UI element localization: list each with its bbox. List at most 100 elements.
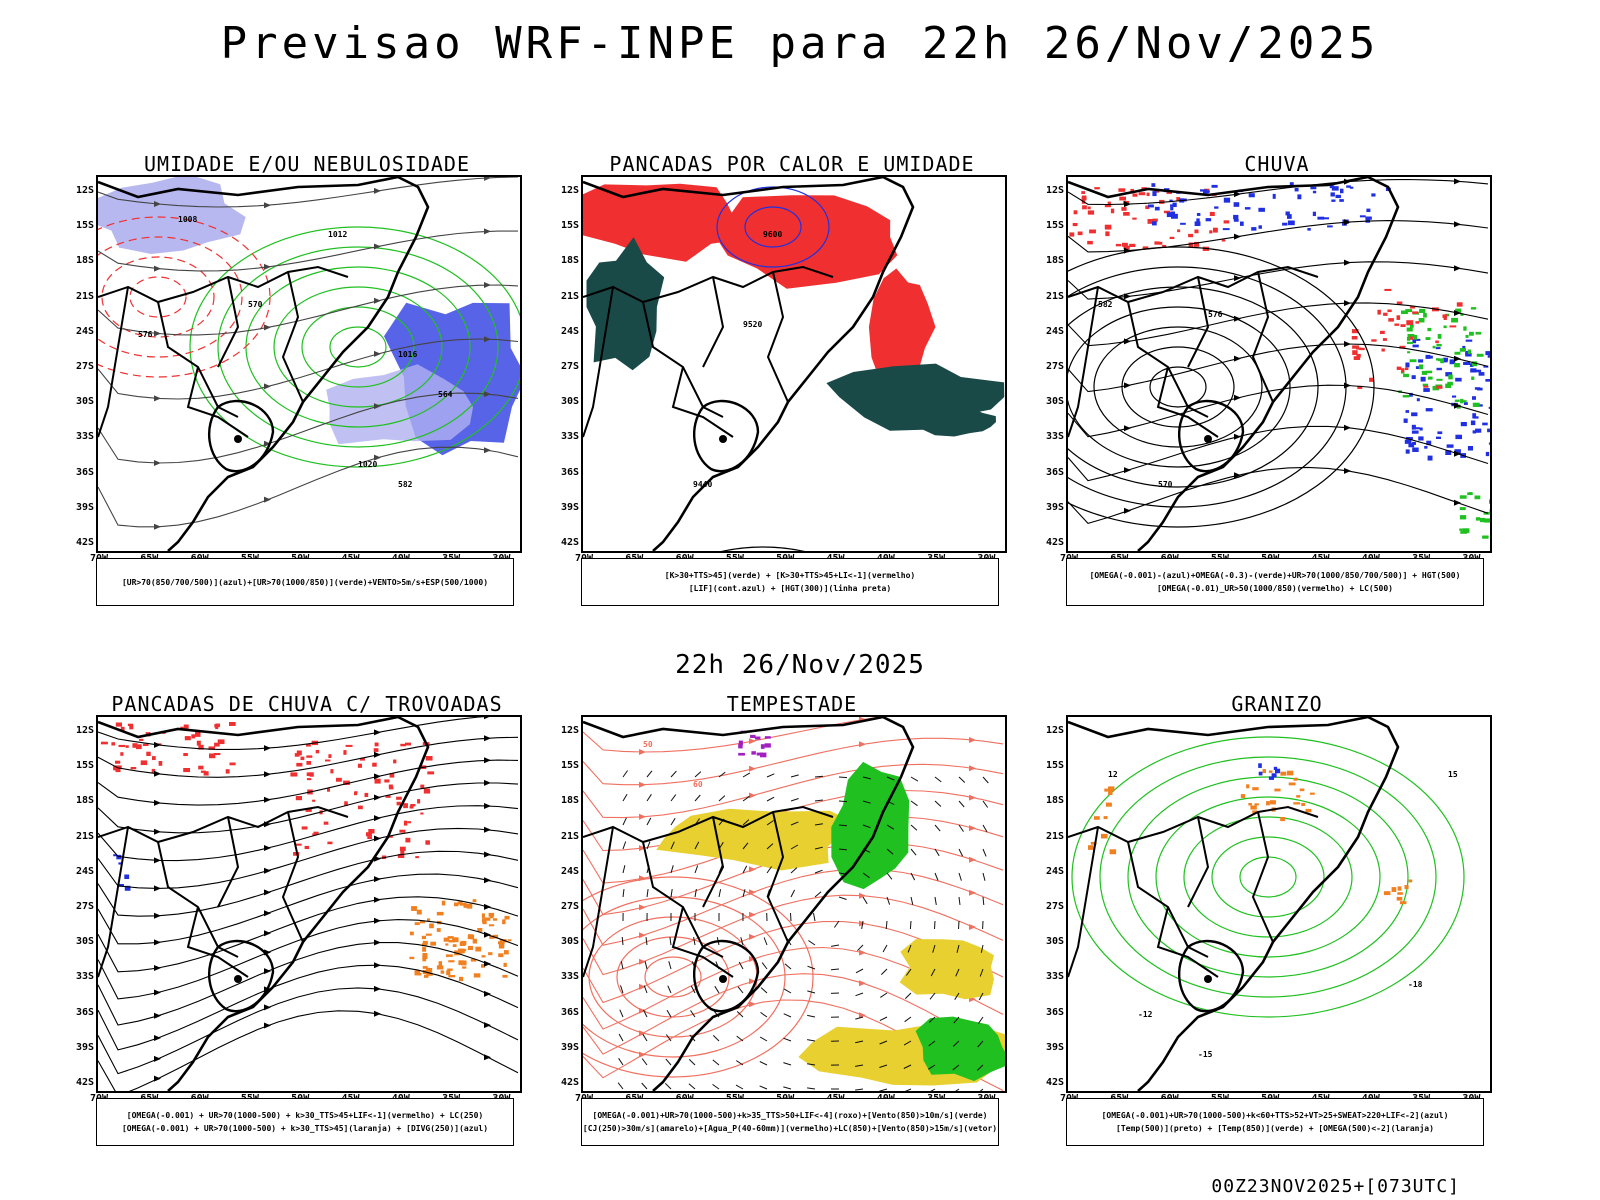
precip-cell bbox=[336, 777, 342, 782]
precip-cell bbox=[1405, 362, 1410, 368]
lat-label: 21S bbox=[560, 830, 579, 842]
precip-cell bbox=[132, 743, 138, 748]
lat-label: 27S bbox=[75, 361, 94, 372]
legend-line: [OMEGA(-0.01)_UR>50(1000/850)(vermelho) … bbox=[1156, 584, 1393, 593]
precip-cell bbox=[498, 944, 505, 949]
precip-cell bbox=[1418, 359, 1424, 363]
precip-cell bbox=[1451, 317, 1458, 323]
precip-cell bbox=[1194, 221, 1201, 227]
coastline bbox=[1068, 717, 1400, 1091]
precip-cell bbox=[296, 843, 302, 846]
precip-cell bbox=[1414, 338, 1421, 341]
wind-vector bbox=[645, 937, 648, 946]
precip-cell bbox=[1115, 243, 1122, 247]
precip-cell bbox=[1177, 229, 1181, 233]
precip-cell bbox=[1423, 385, 1429, 388]
wind-vector bbox=[862, 824, 871, 829]
precip-cell bbox=[1382, 338, 1387, 341]
lat-label: 15S bbox=[1045, 760, 1064, 772]
precip-cell bbox=[416, 909, 422, 915]
precip-cell bbox=[760, 752, 767, 758]
precip-cell bbox=[125, 745, 129, 748]
precip-cell bbox=[420, 812, 424, 815]
arrow-head bbox=[859, 892, 866, 899]
map-umidade: 1008 1012 1016 1020 576 570 564 582 bbox=[96, 175, 522, 553]
precip-cell bbox=[405, 837, 411, 843]
streamline bbox=[98, 896, 519, 973]
arrow-head bbox=[154, 741, 161, 748]
wind-vector bbox=[712, 1083, 720, 1090]
precip-cell bbox=[1404, 367, 1409, 371]
precip-cell bbox=[481, 955, 486, 958]
wind-vector bbox=[790, 798, 799, 802]
wind-vector bbox=[958, 776, 966, 783]
wind-vector bbox=[958, 824, 964, 832]
arrow-head bbox=[969, 765, 976, 772]
arrow-head bbox=[749, 1001, 756, 1008]
coastline bbox=[98, 177, 430, 551]
precip-cell bbox=[1309, 792, 1315, 795]
precip-cell bbox=[1172, 202, 1177, 208]
wind-vector bbox=[807, 1039, 816, 1042]
wind-vector bbox=[905, 968, 912, 976]
streamline bbox=[583, 763, 1004, 819]
precip-cell bbox=[1312, 211, 1316, 217]
precip-cell bbox=[463, 949, 467, 952]
lat-label: 15S bbox=[1045, 220, 1064, 232]
wind-vector bbox=[879, 1016, 888, 1022]
lat-label: 39S bbox=[1045, 1041, 1064, 1053]
precip-cell bbox=[1129, 243, 1136, 248]
legend-pancadas-calor: [K>30+TTS>45](verde) + [K>30+TTS>45+LI<-… bbox=[581, 558, 999, 606]
precip-cell bbox=[1213, 227, 1218, 233]
legend-line: [OMEGA(-0.001) + UR>70(1000-500) + k>30_… bbox=[126, 1111, 484, 1120]
precip-cell bbox=[492, 934, 499, 939]
lat-label: 15S bbox=[75, 220, 94, 232]
arrow-head bbox=[484, 1022, 491, 1029]
contour-label: 1020 bbox=[358, 460, 377, 469]
precip-cell bbox=[407, 821, 412, 824]
wind-vector bbox=[759, 1036, 768, 1042]
arrow-head bbox=[154, 885, 161, 892]
wind-vector bbox=[622, 793, 628, 802]
precip-cell bbox=[1104, 788, 1108, 792]
streamline bbox=[98, 850, 519, 917]
arrow-head bbox=[484, 735, 491, 742]
precip-cell bbox=[488, 952, 493, 956]
wind-vector bbox=[879, 1088, 888, 1091]
map-canvas: 50 60 bbox=[583, 717, 1005, 1091]
arrow-head bbox=[154, 1075, 161, 1082]
precip-cell bbox=[1271, 773, 1277, 778]
precip-cell bbox=[1322, 217, 1330, 220]
streamline bbox=[1068, 384, 1489, 438]
wind-vector bbox=[735, 1084, 744, 1090]
precip-cell bbox=[448, 975, 456, 978]
contour-line bbox=[616, 936, 730, 1018]
precip-cell bbox=[195, 731, 201, 737]
precip-cell bbox=[1297, 194, 1302, 200]
streamline bbox=[98, 873, 519, 945]
wind-vector bbox=[953, 1016, 960, 1024]
wind-vector bbox=[693, 937, 696, 946]
precip-cell bbox=[422, 958, 427, 962]
wind-vector bbox=[929, 992, 936, 1000]
precip-cell bbox=[760, 744, 765, 749]
map-canvas bbox=[98, 717, 519, 1091]
wind-vector bbox=[766, 796, 775, 802]
coastline bbox=[98, 717, 430, 1091]
precip-cell bbox=[452, 944, 457, 948]
map-trovoadas bbox=[96, 715, 522, 1093]
precip-cell bbox=[484, 917, 491, 921]
precip-cell bbox=[1488, 406, 1490, 409]
precip-cell bbox=[1170, 206, 1174, 211]
precip-cell bbox=[475, 946, 482, 952]
wind-vector bbox=[641, 1058, 648, 1066]
precip-cell bbox=[1409, 306, 1416, 309]
wind-vector bbox=[718, 771, 726, 778]
precip-cell bbox=[1454, 449, 1461, 454]
lat-label: 27S bbox=[560, 361, 579, 372]
precip-cell bbox=[414, 970, 421, 976]
precip-cell bbox=[1287, 220, 1295, 226]
lat-label: 42S bbox=[560, 1077, 579, 1088]
precip-cell bbox=[1101, 833, 1108, 839]
legend-line: [Temp(500)](preto) + [Temp(850)](verde) … bbox=[1116, 1124, 1434, 1133]
